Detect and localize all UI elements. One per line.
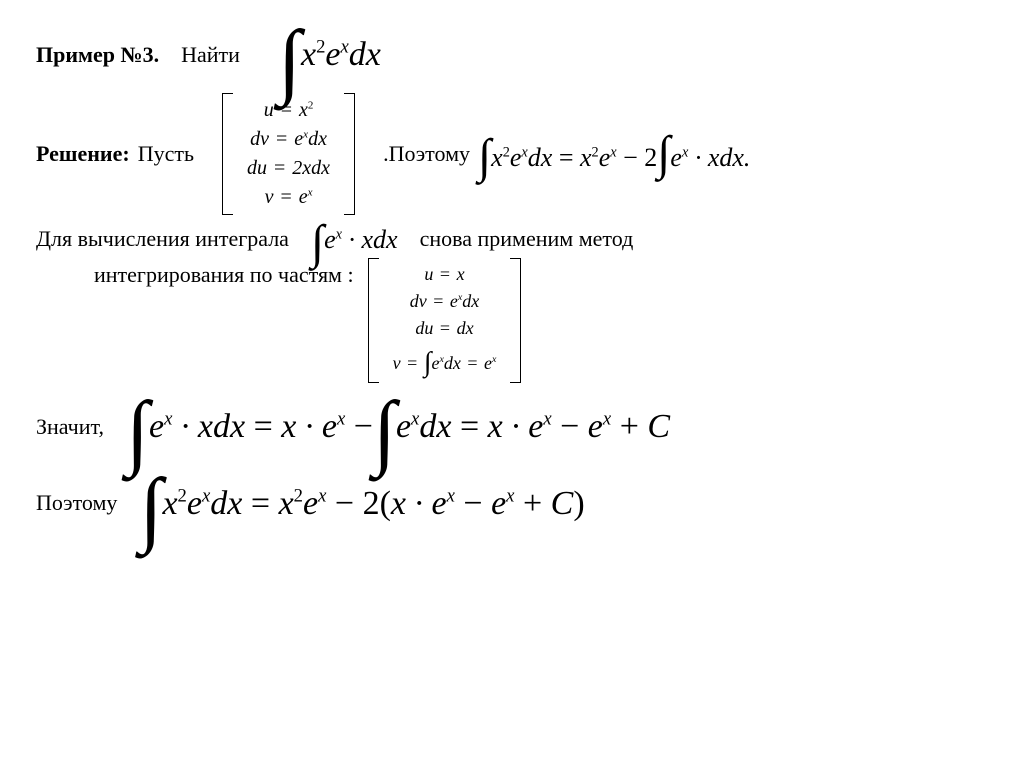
line-therefore-2: Поэтому ∫x2exdx = x2ex − 2(x · ex − ex +… — [36, 474, 988, 533]
bracket2-row: v = ∫exdx = ex — [393, 345, 497, 377]
bracket-2: u = x dv = exdx du = dx v = ∫exdx = ex — [368, 258, 522, 383]
line-therefore-1: Значит, ∫ex · xdx = x · ex − ∫exdx = x ·… — [36, 397, 988, 456]
bracket-1-inner: u = x2 dv = exdx du = 2xdx v = ex — [233, 93, 344, 215]
line-example: Пример №3. Найти ∫ x2exdx — [36, 26, 988, 85]
bracket1-row: v = ex — [265, 186, 313, 209]
compute-cont: интегрирования по частям : — [36, 258, 354, 288]
math-result-2: ∫x2exdx = x2ex − 2(x · ex − ex + C) — [139, 474, 584, 533]
line-solution: Решение: Пусть u = x2 dv = exdx du = 2xd… — [36, 93, 988, 215]
bracket2-row: u = x — [424, 264, 464, 285]
integral-main: ∫ x2exdx — [278, 26, 381, 85]
bracket-1: u = x2 dv = exdx du = 2xdx v = ex — [222, 93, 355, 215]
line-compute-b: интегрирования по частям : u = x dv = ex… — [36, 258, 988, 383]
bracket1-row: du = 2xdx — [247, 157, 330, 180]
integral-step1: ∫x2exdx = x2ex − 2∫ex · xdx. — [478, 134, 750, 173]
let-label: Пусть — [138, 141, 194, 167]
line-compute-a: Для вычисления интеграла ∫ex · xdx снова… — [36, 223, 988, 257]
bracket2-row: dv = exdx — [410, 291, 480, 312]
compute-suffix: снова применим метод — [420, 226, 634, 252]
math-result-1: ∫ex · xdx = x · ex − ∫exdx = x · ex − ex… — [126, 397, 670, 456]
solution-label: Решение: — [36, 141, 130, 167]
therefore-label: .Поэтому — [383, 141, 470, 167]
document-page: Пример №3. Найти ∫ x2exdx Решение: Пусть… — [0, 0, 1024, 561]
znacit-label: Значит, — [36, 414, 104, 440]
find-label: Найти — [181, 42, 240, 68]
poetomu-label: Поэтому — [36, 490, 117, 516]
bracket2-row: du = dx — [415, 318, 473, 339]
bracket-2-inner: u = x dv = exdx du = dx v = ∫exdx = ex — [379, 258, 511, 383]
compute-prefix: Для вычисления интеграла — [36, 226, 289, 252]
bracket1-row: dv = exdx — [250, 128, 327, 151]
example-label: Пример №3. — [36, 42, 159, 68]
integral-inner: ∫ex · xdx — [311, 223, 398, 257]
